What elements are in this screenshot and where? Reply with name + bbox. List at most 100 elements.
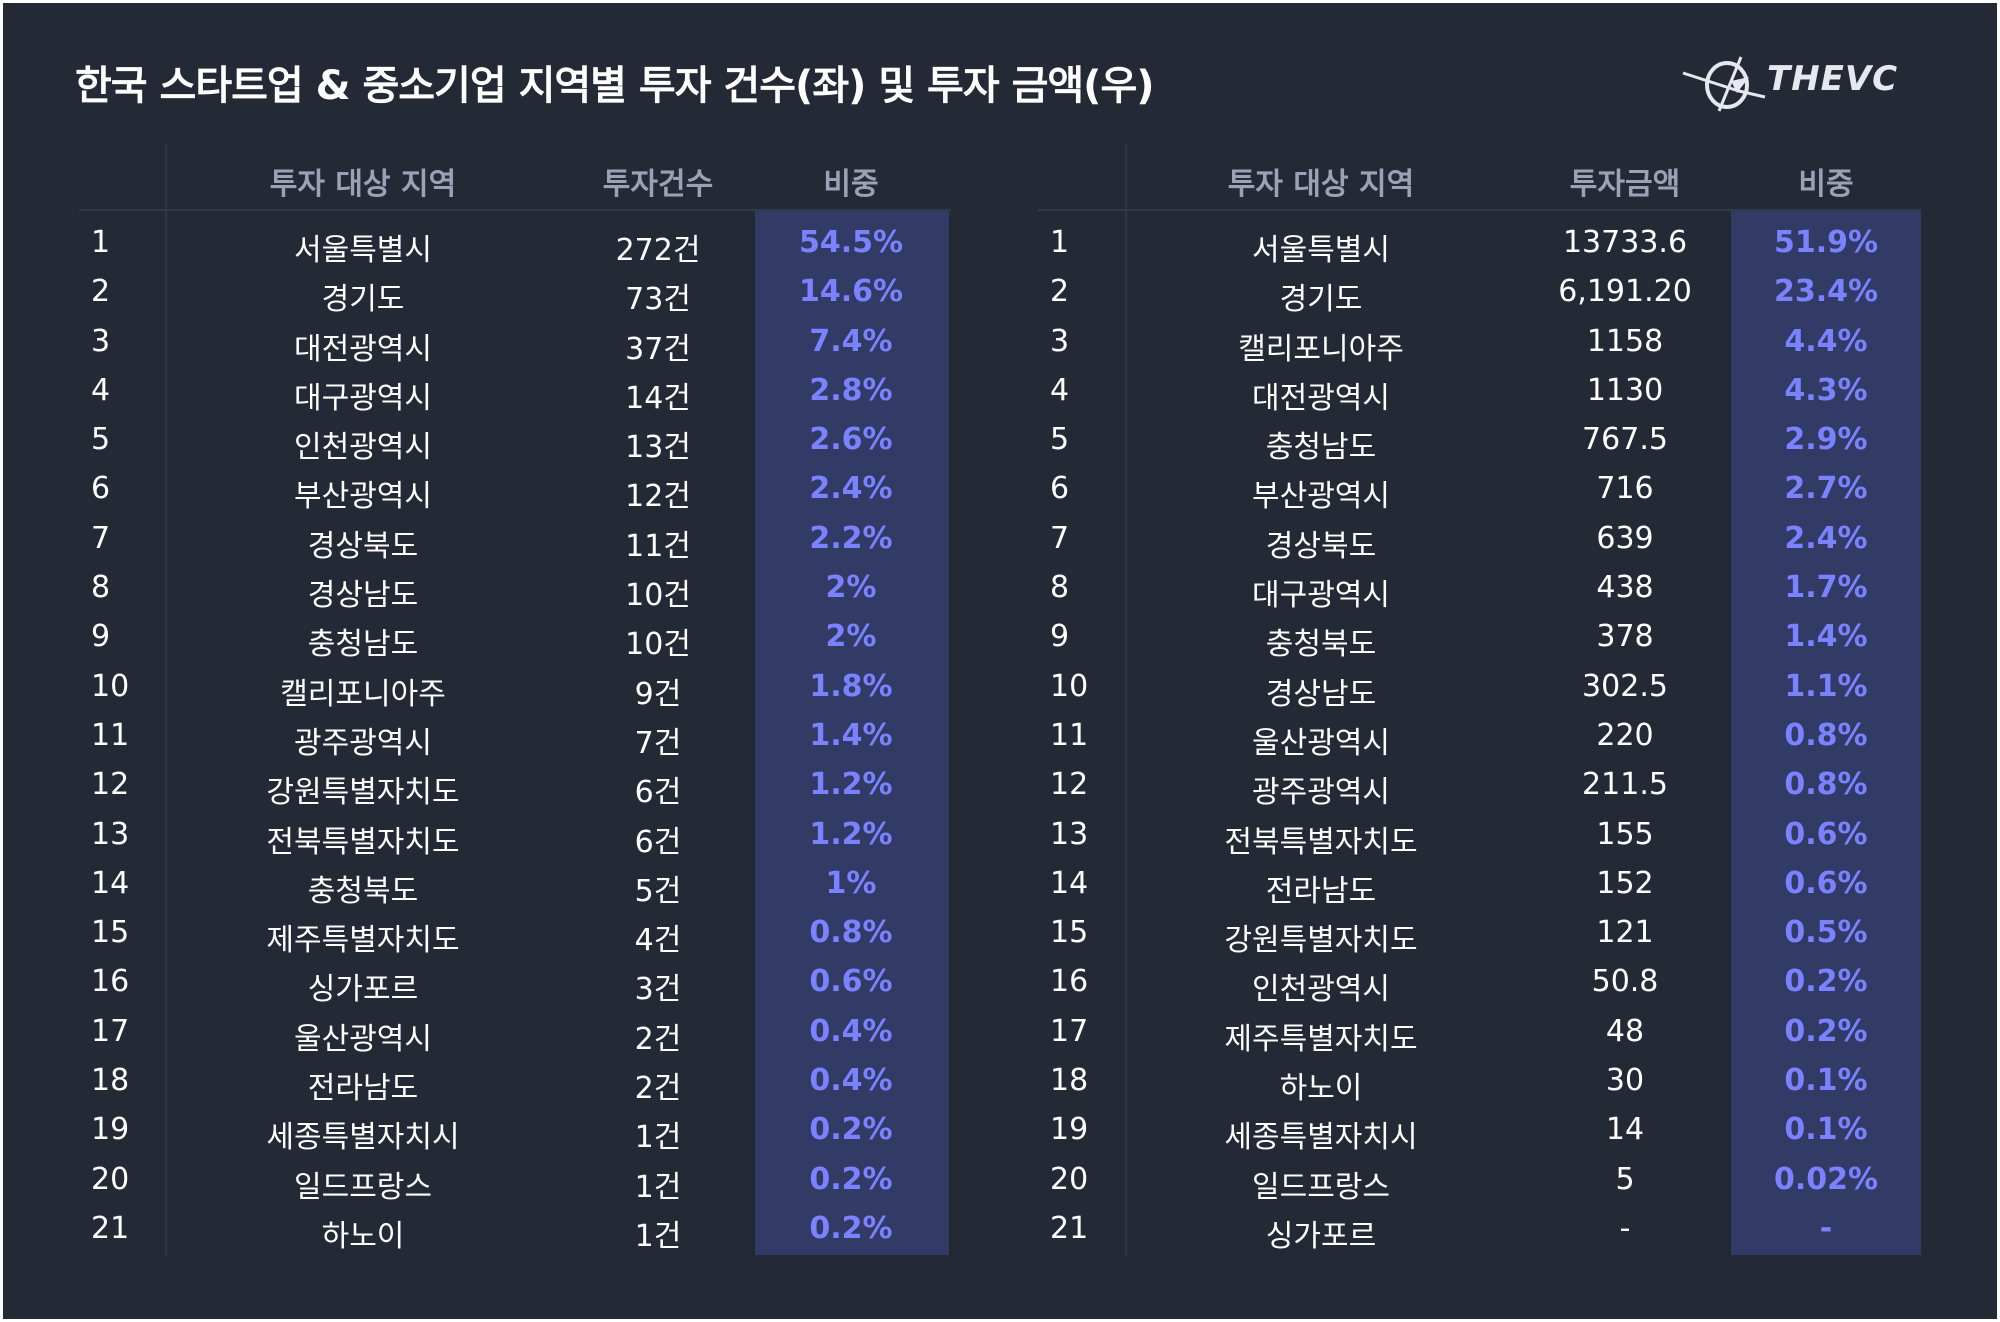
row-share: 0.1% xyxy=(1784,1112,1868,1148)
row-region: 경기도 xyxy=(1279,282,1363,318)
row-rank: 21 xyxy=(1050,1210,1089,1246)
row-region: 부산광역시 xyxy=(1252,479,1390,515)
row-value: 639 xyxy=(1596,520,1654,556)
row-share: 2.8% xyxy=(809,372,893,408)
row-value: 152 xyxy=(1596,865,1654,901)
row-region: 대전광역시 xyxy=(1252,380,1390,416)
row-value: 10건 xyxy=(625,578,691,614)
column-header-region: 투자 대상 지역 xyxy=(269,167,457,202)
row-value: 4건 xyxy=(634,923,682,959)
row-rank: 20 xyxy=(1050,1161,1089,1197)
rank-divider xyxy=(1125,143,1127,1255)
row-value: 50.8 xyxy=(1591,964,1659,1000)
logo-wordmark: THEVC xyxy=(1767,59,1899,99)
row-value: 6,191.20 xyxy=(1558,274,1692,310)
row-region: 서울특별시 xyxy=(294,233,432,268)
row-rank: 11 xyxy=(91,717,130,753)
row-value: 6건 xyxy=(634,824,682,860)
row-share: 2.2% xyxy=(809,520,893,556)
row-share: 0.2% xyxy=(809,1112,893,1148)
row-rank: 21 xyxy=(91,1210,130,1246)
row-value: 302.5 xyxy=(1582,668,1668,704)
row-rank: 2 xyxy=(1050,274,1070,310)
row-value: 30 xyxy=(1605,1063,1645,1099)
row-share: 2% xyxy=(825,570,877,606)
row-share: 2.9% xyxy=(1784,422,1868,458)
share-highlight-column xyxy=(755,211,949,1255)
row-region: 울산광역시 xyxy=(294,1021,432,1057)
row-region: 캘리포니아주 xyxy=(280,676,446,712)
row-region: 하노이 xyxy=(321,1218,405,1254)
row-rank: 16 xyxy=(1050,964,1089,1000)
row-rank: 8 xyxy=(91,570,111,606)
row-value: 37건 xyxy=(625,331,691,367)
row-rank: 20 xyxy=(91,1161,130,1197)
row-rank: 18 xyxy=(1050,1063,1089,1099)
row-value: 211.5 xyxy=(1582,767,1668,803)
row-value: 12건 xyxy=(625,479,691,515)
row-region: 울산광역시 xyxy=(1252,725,1390,761)
row-value: 1건 xyxy=(634,1218,682,1254)
row-value: 13건 xyxy=(625,430,691,466)
row-region: 경상북도 xyxy=(1265,528,1377,564)
row-share: - xyxy=(1819,1210,1833,1246)
row-share: 0.6% xyxy=(1784,816,1868,852)
rank-divider xyxy=(165,143,167,1255)
row-share: 4.3% xyxy=(1784,372,1868,408)
row-region: 세종특별자치시 xyxy=(266,1120,460,1156)
column-header-share: 비중 xyxy=(1798,167,1854,202)
row-share: 0.2% xyxy=(1784,964,1868,1000)
row-rank: 18 xyxy=(91,1063,130,1099)
row-rank: 16 xyxy=(91,964,130,1000)
row-share: 0.2% xyxy=(1784,1013,1868,1049)
row-value: 2건 xyxy=(634,1021,682,1057)
row-region: 충청남도 xyxy=(1265,430,1377,466)
row-value: 2건 xyxy=(634,1071,682,1107)
row-region: 대전광역시 xyxy=(294,331,432,367)
row-rank: 9 xyxy=(91,619,111,655)
row-rank: 7 xyxy=(91,520,111,556)
row-region: 강원특별자치도 xyxy=(1224,923,1418,959)
row-share: 54.5% xyxy=(798,225,904,260)
row-rank: 3 xyxy=(91,323,111,359)
row-share: 0.02% xyxy=(1773,1161,1879,1197)
row-region: 제주특별자치도 xyxy=(1224,1021,1418,1057)
row-value: 1158 xyxy=(1586,323,1664,359)
row-region: 전라남도 xyxy=(307,1071,419,1107)
row-share: 23.4% xyxy=(1773,274,1879,310)
row-region: 충청북도 xyxy=(307,873,419,909)
row-share: 1.7% xyxy=(1784,570,1868,606)
thevc-logo: THEVC xyxy=(1679,53,1939,117)
row-rank: 11 xyxy=(1050,717,1089,753)
row-region: 경상남도 xyxy=(1265,676,1377,712)
row-share: 2.4% xyxy=(1784,520,1868,556)
row-share: 0.2% xyxy=(809,1161,893,1197)
row-rank: 13 xyxy=(91,816,130,852)
row-rank: 1 xyxy=(1050,225,1070,260)
row-rank: 17 xyxy=(1050,1013,1089,1049)
row-share: 0.4% xyxy=(809,1063,893,1099)
row-value: 1건 xyxy=(634,1169,682,1205)
row-share: 1.4% xyxy=(809,717,893,753)
row-rank: 19 xyxy=(1050,1112,1089,1148)
row-rank: 9 xyxy=(1050,619,1070,655)
row-rank: 7 xyxy=(1050,520,1070,556)
row-share: 0.1% xyxy=(1784,1063,1868,1099)
row-share: 1.4% xyxy=(1784,619,1868,655)
row-share: 2.4% xyxy=(809,471,893,507)
row-region: 대구광역시 xyxy=(1252,578,1390,614)
row-share: 1% xyxy=(825,865,877,901)
row-region: 전북특별자치도 xyxy=(266,824,460,860)
row-region: 일드프랑스 xyxy=(294,1169,432,1205)
row-rank: 10 xyxy=(91,668,130,704)
row-share: 14.6% xyxy=(798,274,904,310)
row-region: 부산광역시 xyxy=(294,479,432,515)
row-rank: 14 xyxy=(91,865,130,901)
row-rank: 14 xyxy=(1050,865,1089,901)
row-rank: 5 xyxy=(91,422,111,458)
row-value: 1130 xyxy=(1586,372,1664,408)
row-share: 1.2% xyxy=(809,816,893,852)
row-share: 0.4% xyxy=(809,1013,893,1049)
row-value: 5건 xyxy=(634,873,682,909)
row-value: 3건 xyxy=(634,972,682,1008)
